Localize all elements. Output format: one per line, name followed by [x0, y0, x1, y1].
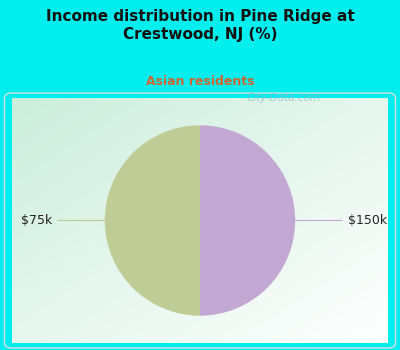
Text: Income distribution in Pine Ridge at
Crestwood, NJ (%): Income distribution in Pine Ridge at Cre…	[46, 9, 354, 42]
Text: $75k: $75k	[21, 214, 150, 227]
Text: $150k: $150k	[250, 214, 387, 227]
Wedge shape	[200, 125, 295, 316]
Wedge shape	[105, 125, 200, 316]
Text: City-Data.com: City-Data.com	[247, 93, 321, 103]
Text: Asian residents: Asian residents	[146, 75, 254, 88]
